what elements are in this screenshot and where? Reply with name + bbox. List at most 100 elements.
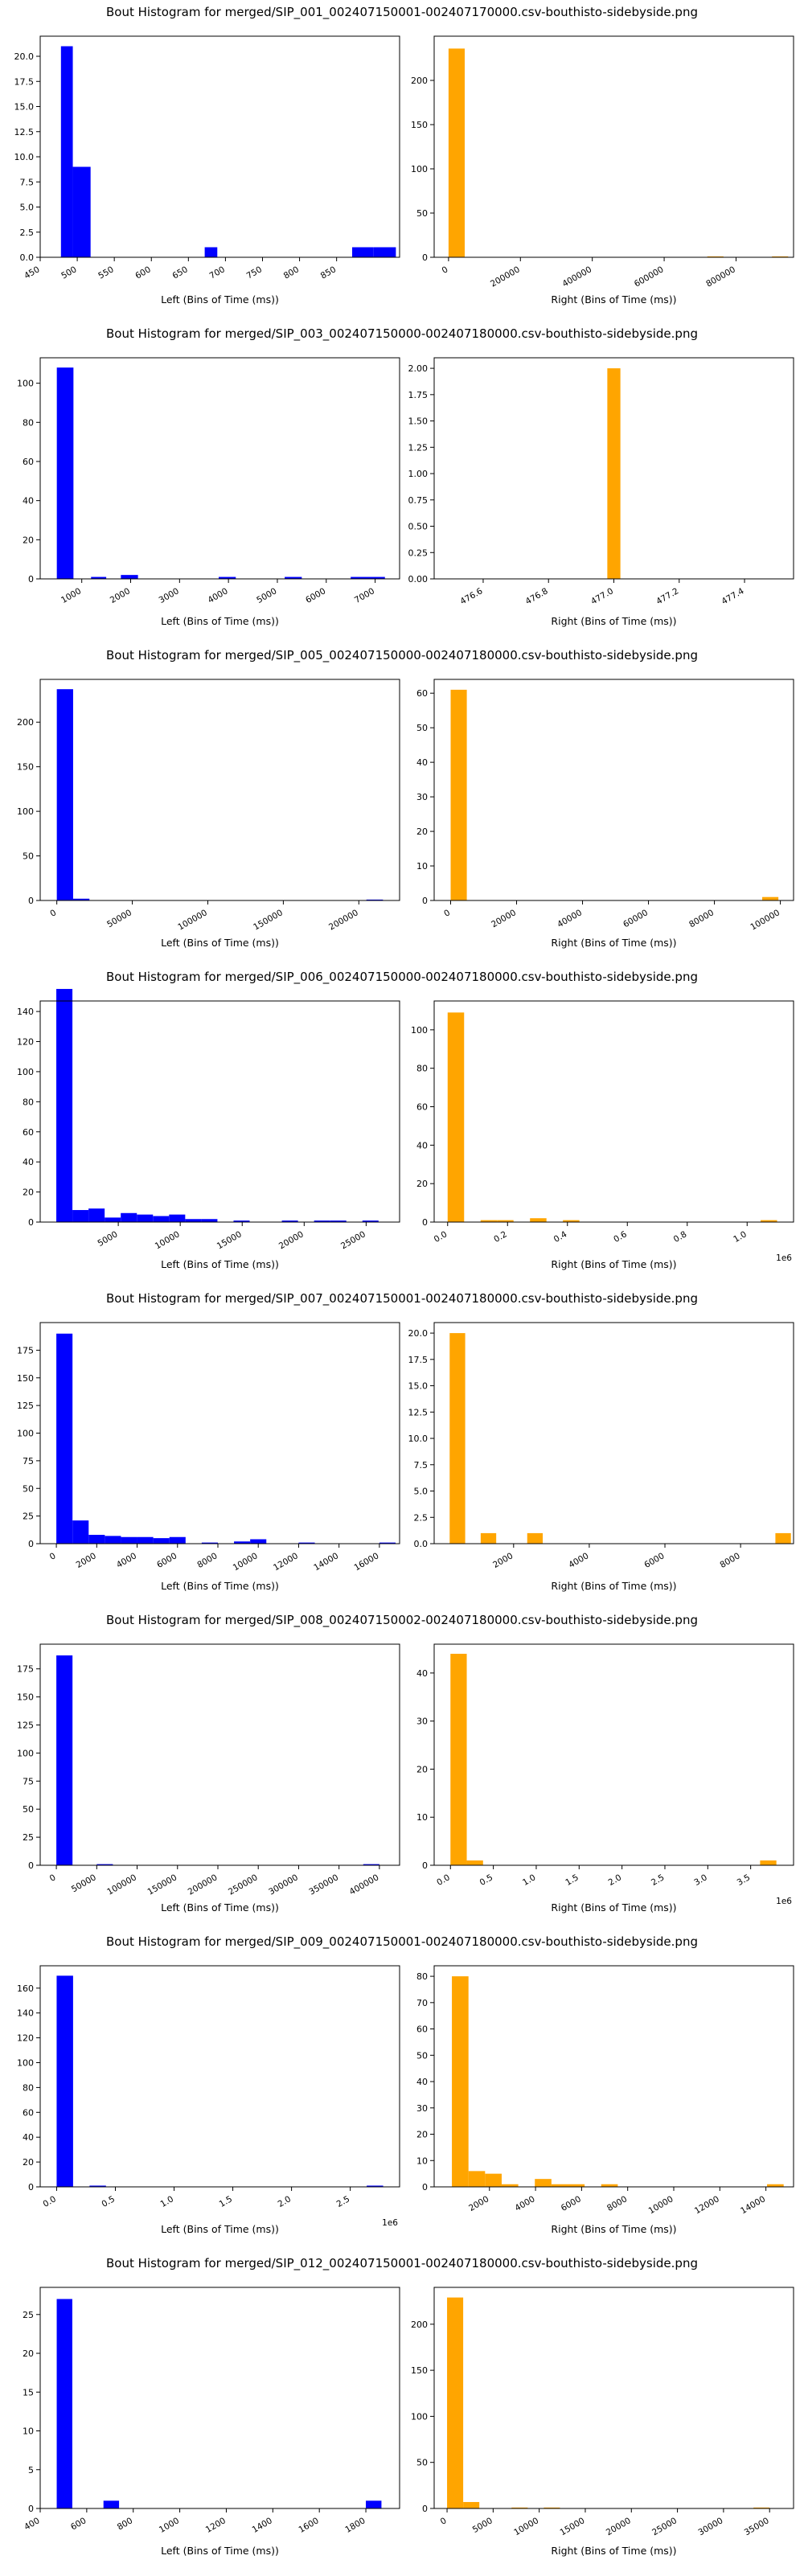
x-tick-label: 6000 bbox=[560, 2194, 583, 2213]
x-tick-label: 550 bbox=[96, 265, 115, 281]
histogram-bar bbox=[352, 247, 374, 257]
histogram-bar bbox=[169, 1214, 186, 1222]
histogram-bar bbox=[485, 2173, 502, 2187]
plot-frame bbox=[39, 1643, 400, 1866]
x-tick-label: 100000 bbox=[105, 1873, 138, 1897]
x-tick-label: 400000 bbox=[348, 1873, 381, 1897]
y-tick-label: 15.0 bbox=[408, 1381, 429, 1392]
x-tick-label: 400 bbox=[23, 2516, 41, 2532]
histogram-row: Bout Histogram for merged/SIP_008_002407… bbox=[17, 1613, 794, 1914]
x-tick-label: 0.5 bbox=[100, 2194, 117, 2209]
plot-frame bbox=[433, 2287, 794, 2509]
histogram-row: Bout Histogram for merged/SIP_005_002407… bbox=[17, 648, 794, 949]
y-tick-label: 100 bbox=[17, 806, 34, 817]
histogram-bar bbox=[153, 1216, 170, 1222]
x-axis-label: Right (Bins of Time (ms)) bbox=[551, 293, 676, 306]
histogram-bar bbox=[56, 689, 73, 900]
x-tick-label: 80000 bbox=[687, 908, 716, 929]
x-tick-label: 10000 bbox=[647, 2194, 675, 2216]
y-tick-label: 20.0 bbox=[408, 1328, 429, 1339]
y-tick-label: 12.5 bbox=[408, 1407, 429, 1417]
histogram-bar bbox=[530, 1218, 547, 1222]
y-tick-label: 50 bbox=[416, 723, 428, 733]
plot-frame bbox=[433, 35, 794, 258]
x-axis-label: Left (Bins of Time (ms)) bbox=[161, 615, 279, 627]
histogram-bar bbox=[88, 1535, 105, 1544]
x-tick-label: 50000 bbox=[70, 1873, 98, 1894]
histogram-bar bbox=[250, 1539, 267, 1544]
histogram-bar bbox=[551, 2184, 568, 2187]
histogram-row: Bout Histogram for merged/SIP_003_002407… bbox=[17, 326, 794, 627]
y-tick-label: 50 bbox=[416, 208, 428, 219]
histogram-bar bbox=[497, 1220, 514, 1222]
plot-frame bbox=[39, 2287, 400, 2509]
histogram-bar bbox=[103, 2500, 120, 2508]
histogram-bar bbox=[56, 1975, 73, 2187]
histogram-bar bbox=[185, 1219, 202, 1222]
x-axis-label: Left (Bins of Time (ms)) bbox=[161, 293, 279, 306]
x-axis-label: Left (Bins of Time (ms)) bbox=[161, 1901, 279, 1914]
histogram-bar bbox=[452, 1976, 469, 2187]
histogram-bar bbox=[137, 1536, 154, 1544]
y-tick-label: 1.25 bbox=[408, 442, 429, 453]
histogram-bar bbox=[767, 2184, 784, 2187]
histogram-row: Bout Histogram for merged/SIP_007_002407… bbox=[17, 1291, 794, 1592]
histogram-bar bbox=[105, 1536, 121, 1544]
y-tick-label: 7.5 bbox=[20, 177, 35, 187]
y-tick-label: 1.00 bbox=[408, 469, 429, 479]
x-tick-label: 15000 bbox=[559, 2516, 587, 2537]
y-tick-label: 20 bbox=[416, 2130, 428, 2140]
x-tick-label: 0.5 bbox=[478, 1873, 494, 1888]
x-tick-label: 476.6 bbox=[458, 586, 484, 607]
y-tick-label: 100 bbox=[17, 379, 34, 389]
histogram-bar bbox=[527, 1532, 544, 1544]
histogram-bar bbox=[88, 1208, 105, 1222]
y-tick-label: 200 bbox=[411, 2320, 428, 2330]
chart-title: Bout Histogram for merged/SIP_009_002407… bbox=[106, 1934, 698, 1950]
x-axis-label: Right (Bins of Time (ms)) bbox=[551, 1901, 676, 1914]
histogram-bar bbox=[121, 575, 138, 579]
y-tick-label: 2.5 bbox=[414, 1512, 429, 1523]
y-tick-label: 40 bbox=[416, 1668, 428, 1679]
y-tick-label: 20 bbox=[416, 827, 428, 837]
x-axis-label: Left (Bins of Time (ms)) bbox=[161, 2545, 279, 2557]
x-tick-label: 6000 bbox=[304, 586, 327, 605]
histogram-bar bbox=[153, 1538, 170, 1544]
x-tick-label: 200000 bbox=[327, 908, 360, 932]
y-tick-label: 150 bbox=[411, 120, 428, 130]
histogram-bar bbox=[449, 1333, 466, 1544]
x-tick-label: 0.2 bbox=[492, 1229, 508, 1245]
x-tick-label: 2.5 bbox=[650, 1873, 666, 1888]
chart-title: Bout Histogram for merged/SIP_007_002407… bbox=[106, 1291, 698, 1306]
y-tick-label: 30 bbox=[416, 792, 428, 802]
x-tick-label: 600 bbox=[133, 265, 152, 281]
x-tick-label: 25000 bbox=[339, 1229, 367, 1251]
y-tick-label: 70 bbox=[416, 1998, 428, 2008]
histogram-row: Bout Histogram for merged/SIP_012_002407… bbox=[23, 2256, 794, 2557]
x-axis-label: Right (Bins of Time (ms)) bbox=[551, 2223, 676, 2235]
y-tick-label: 2.00 bbox=[408, 363, 429, 374]
y-tick-label: 0 bbox=[28, 1860, 34, 1871]
histogram-bar bbox=[468, 2171, 486, 2187]
y-tick-label: 1.75 bbox=[408, 390, 429, 400]
y-tick-label: 200 bbox=[411, 76, 428, 86]
axis-offset-label: 1e6 bbox=[776, 1253, 792, 1263]
x-tick-label: 6000 bbox=[642, 1551, 666, 1570]
x-tick-label: 2.0 bbox=[277, 2194, 293, 2209]
y-tick-label: 10.0 bbox=[14, 152, 35, 162]
x-tick-label: 2000 bbox=[491, 1551, 515, 1570]
x-tick-label: 150000 bbox=[146, 1873, 179, 1897]
x-tick-label: 600 bbox=[69, 2516, 88, 2532]
histogram-bar bbox=[169, 1536, 186, 1544]
x-tick-label: 1.0 bbox=[159, 2194, 175, 2209]
plot-frame bbox=[39, 35, 400, 258]
y-tick-label: 75 bbox=[23, 1776, 34, 1786]
y-tick-label: 40 bbox=[23, 2132, 34, 2143]
y-tick-label: 175 bbox=[17, 1345, 34, 1356]
x-tick-label: 7000 bbox=[353, 586, 376, 605]
x-tick-label: 5000 bbox=[471, 2516, 494, 2535]
y-tick-label: 25 bbox=[23, 2310, 34, 2320]
x-tick-label: 0.4 bbox=[552, 1229, 569, 1245]
x-tick-label: 6000 bbox=[155, 1551, 178, 1570]
x-tick-label: 5000 bbox=[255, 586, 278, 605]
